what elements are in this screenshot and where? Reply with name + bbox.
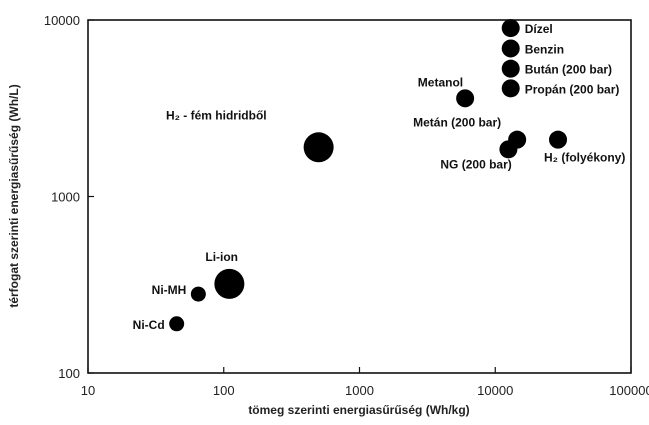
y-axis-label: térfogat szerinti energiasűrűség (Wh/L) <box>7 84 21 307</box>
data-point-label: H₂ - fém hidridből <box>166 108 267 122</box>
data-point <box>501 39 520 58</box>
data-point-label: NG (200 bar) <box>440 157 511 171</box>
data-point-label: Li-ion <box>205 250 238 264</box>
x-tick-label: 1000 <box>345 383 374 398</box>
data-point <box>499 140 518 159</box>
data-point <box>501 19 520 38</box>
x-axis-label: tömeg szerinti energiasűrűség (Wh/kg) <box>248 403 469 417</box>
data-point-label: Dízel <box>525 22 553 36</box>
data-point-label: Metanol <box>418 75 463 89</box>
x-tick-label: 10 <box>81 383 95 398</box>
x-tick-label: 100000 <box>609 383 649 398</box>
data-points <box>169 19 568 332</box>
data-point-label: Propán (200 bar) <box>525 82 620 96</box>
data-point <box>190 286 206 302</box>
data-point <box>501 79 520 98</box>
data-point <box>303 132 334 163</box>
y-tick-label: 10000 <box>44 13 80 28</box>
data-point-label: Ni-MH <box>152 283 187 297</box>
data-point-label: Ni-Cd <box>133 318 165 332</box>
y-tick-label: 100 <box>58 366 80 381</box>
data-point <box>456 89 475 108</box>
data-point <box>501 59 520 78</box>
data-point-label: Benzin <box>525 42 564 56</box>
data-point-label: H₂ (folyékony) <box>544 151 625 165</box>
y-tick-label: 1000 <box>51 190 80 205</box>
x-tick-label: 100 <box>213 383 235 398</box>
x-tick-label: 10000 <box>477 383 513 398</box>
data-point-label: Metán (200 bar) <box>413 116 501 130</box>
data-point-label: Bután (200 bar) <box>525 63 612 77</box>
point-labels: Dízel Benzin Bután (200 bar) Propán (200 ba… <box>133 22 626 332</box>
data-point <box>214 268 245 299</box>
data-point <box>169 316 185 332</box>
data-point <box>549 130 568 149</box>
